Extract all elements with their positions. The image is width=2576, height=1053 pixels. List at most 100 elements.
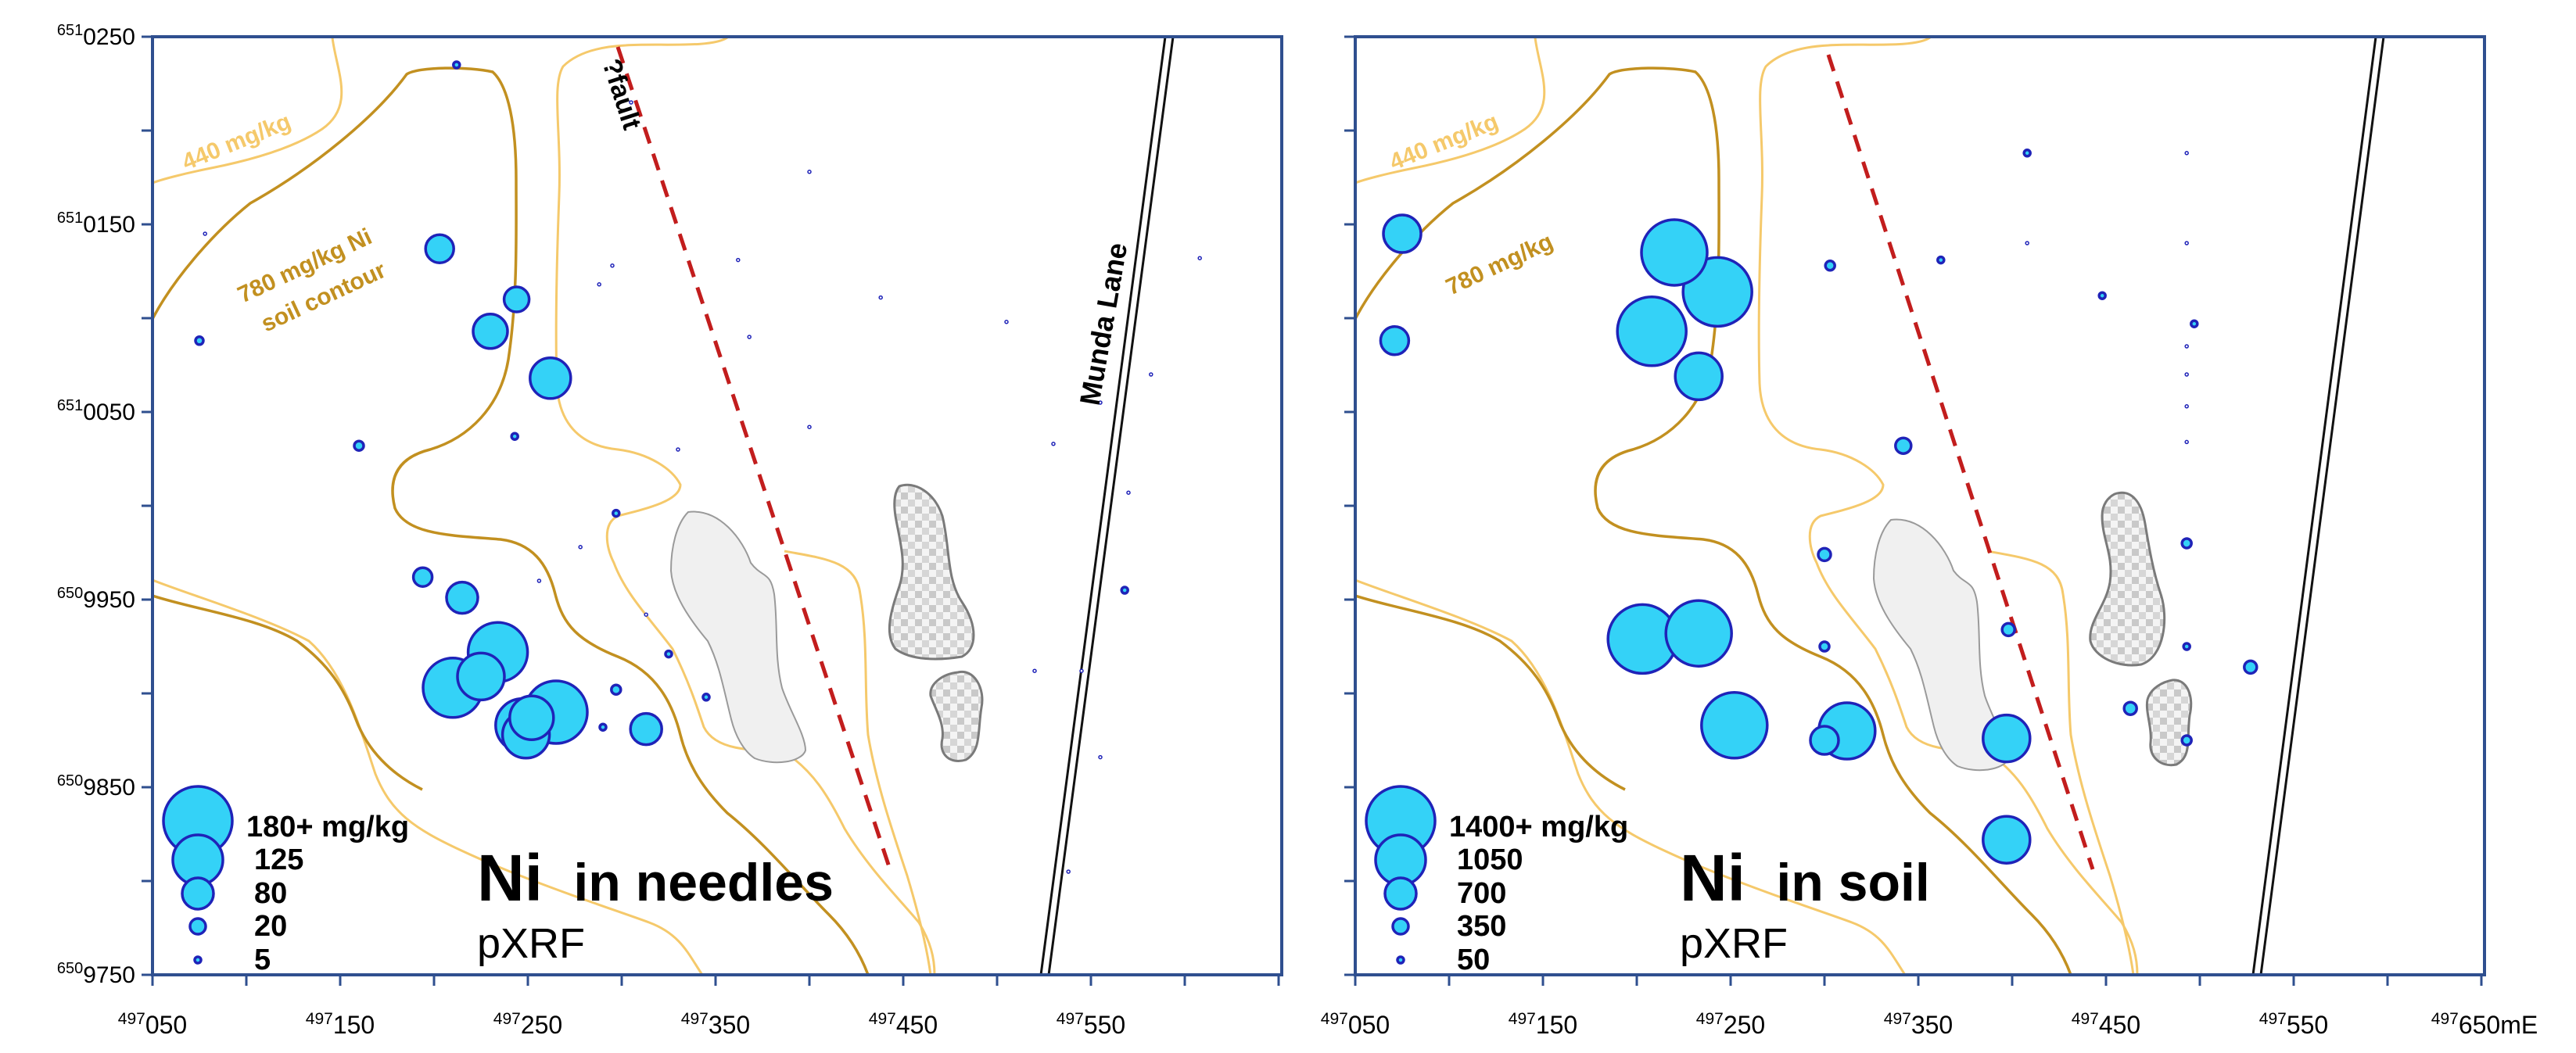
legend-symbol <box>188 917 207 936</box>
sample-point <box>1936 255 1946 265</box>
sample-point <box>1700 691 1769 760</box>
sample-point <box>807 424 812 429</box>
panel-needles-map-body <box>152 37 1202 975</box>
sample-point <box>1664 599 1733 668</box>
sample-point <box>676 447 680 452</box>
easting-label: 497250 <box>1696 1010 1765 1039</box>
easting-label-value: 050 <box>145 1011 187 1039</box>
sample-point <box>2184 151 2189 156</box>
sample-point <box>2184 344 2189 349</box>
panel-soil-title: Ni in soil <box>1680 841 1930 915</box>
sample-point <box>1616 295 1688 367</box>
fault-line-soil <box>1826 54 2095 870</box>
legend-label: 80 <box>254 877 287 910</box>
easting-label: 497150 <box>306 1010 375 1039</box>
sample-point <box>664 649 673 659</box>
easting-label-prefix: 497 <box>869 1010 896 1028</box>
easting-label-prefix: 497 <box>2072 1010 2099 1028</box>
easting-label-prefix: 497 <box>681 1010 709 1028</box>
fault-label: ?fault <box>596 56 647 134</box>
panel-soil-subtitle: pXRF <box>1680 920 1788 967</box>
sample-point <box>1824 260 1836 272</box>
sample-point <box>2180 537 2193 550</box>
contour-440-inner-soil <box>1757 37 2139 975</box>
sample-point <box>1079 668 1084 673</box>
sample-point <box>747 335 752 339</box>
northing-label-prefix: 651 <box>57 210 83 227</box>
outcrop-checker-2-soil <box>2145 679 2193 767</box>
title-element-soil: Ni <box>1680 841 1745 915</box>
sample-point <box>2243 659 2258 675</box>
panel-needles: 440 mg/kg 780 mg/kg Ni soil contour ?fau… <box>151 35 1283 976</box>
panel-needles-subtitle: pXRF <box>477 920 585 967</box>
legend-symbol <box>1383 876 1418 911</box>
outcrop-checker-2 <box>929 670 984 762</box>
easting-label: 497350 <box>1884 1010 1953 1039</box>
sample-point <box>578 545 583 550</box>
sample-point <box>1382 213 1423 254</box>
legend-label: 5 <box>254 944 271 976</box>
sample-point <box>612 508 621 518</box>
easting-label-prefix: 497 <box>2259 1010 2287 1028</box>
easting-label-value: 550 <box>2287 1011 2328 1039</box>
sample-point <box>1818 640 1831 653</box>
contour-440-label: 440 mg/kg <box>178 109 294 176</box>
sample-point <box>597 282 601 287</box>
sample-point <box>1098 400 1103 405</box>
northing-label-value: 0250 <box>83 24 135 50</box>
panel-soil-map-body <box>1355 37 2385 975</box>
road-soil <box>2251 37 2385 975</box>
sample-point <box>610 263 615 268</box>
sample-point <box>1120 586 1129 595</box>
sample-point <box>508 694 555 741</box>
northing-label-prefix: 650 <box>57 585 83 602</box>
easting-label-prefix: 497 <box>1321 1010 1348 1028</box>
contour-780-sw-soil <box>1355 594 1626 791</box>
easting-label-value: 350 <box>709 1011 750 1039</box>
legend-label: 50 <box>1457 944 1490 976</box>
northing-label: 6509850 <box>57 772 135 800</box>
northing-label-value: 9750 <box>83 962 135 988</box>
contour-440-line-soil <box>1355 37 1907 975</box>
samples-soil <box>1379 149 2258 865</box>
easting-label-value: 650mE <box>2459 1011 2538 1039</box>
northing-label: 6510150 <box>57 210 135 238</box>
easting-label-prefix: 497 <box>1696 1010 1724 1028</box>
contour-780-sw <box>152 594 423 791</box>
northing-label-prefix: 651 <box>57 22 83 39</box>
sample-point <box>203 231 207 236</box>
road-label: Munda Lane <box>1074 240 1134 407</box>
sample-point <box>472 313 509 350</box>
easting-label: 497550 <box>1057 1010 1125 1039</box>
sample-point <box>411 566 434 588</box>
easting-label-prefix: 497 <box>1509 1010 1536 1028</box>
sample-point <box>2097 291 2107 300</box>
sample-point <box>878 295 883 300</box>
northing-label-prefix: 650 <box>57 960 83 977</box>
sample-point <box>629 711 663 747</box>
easting-label: 497450 <box>2072 1010 2140 1039</box>
fault-line <box>615 46 894 875</box>
sample-point <box>1032 668 1037 673</box>
sample-point <box>502 285 531 313</box>
northing-label-value: 9950 <box>83 587 135 613</box>
northing-label: 6510050 <box>57 397 135 425</box>
northing-label-prefix: 650 <box>57 772 83 790</box>
easting-label-value: 550 <box>1084 1011 1125 1039</box>
easting-label-prefix: 497 <box>493 1010 521 1028</box>
easting-label-prefix: 497 <box>1057 1010 1084 1028</box>
easting-label-prefix: 497 <box>1884 1010 1911 1028</box>
legend-label: 1400+ mg/kg <box>1449 811 1628 843</box>
sample-point <box>194 335 205 346</box>
sample-point <box>1098 754 1103 760</box>
sample-point <box>1674 351 1724 402</box>
easting-label-prefix: 497 <box>306 1010 333 1028</box>
easting-label-value: 050 <box>1348 1011 1390 1039</box>
sample-point <box>629 100 633 105</box>
legend-symbol <box>193 955 203 965</box>
title-rest-soil: in soil <box>1776 853 1929 912</box>
sample-point <box>2122 700 2138 716</box>
easting-label-value: 150 <box>333 1011 375 1039</box>
sample-point <box>644 612 648 617</box>
